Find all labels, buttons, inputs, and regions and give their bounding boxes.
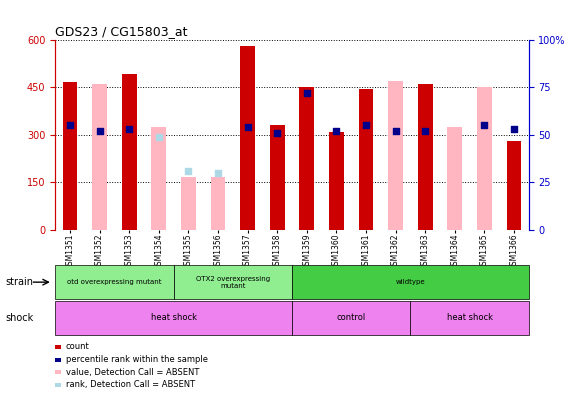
Text: strain: strain xyxy=(6,277,34,287)
Point xyxy=(421,128,430,134)
Point xyxy=(124,126,134,132)
Bar xyxy=(358,89,374,230)
Text: heat shock: heat shock xyxy=(447,313,493,322)
Bar xyxy=(55,265,174,299)
Text: GDS23 / CG15803_at: GDS23 / CG15803_at xyxy=(55,25,188,38)
Bar xyxy=(55,301,292,335)
Bar xyxy=(410,301,529,335)
Point xyxy=(65,122,74,128)
Point xyxy=(480,122,489,128)
Bar xyxy=(292,301,410,335)
Bar xyxy=(292,265,529,299)
Point xyxy=(272,129,282,136)
Bar xyxy=(174,265,292,299)
Bar xyxy=(181,177,196,230)
Bar xyxy=(122,74,137,230)
Text: OTX2 overexpressing
mutant: OTX2 overexpressing mutant xyxy=(196,276,270,289)
Text: shock: shock xyxy=(6,313,34,323)
Text: rank, Detection Call = ABSENT: rank, Detection Call = ABSENT xyxy=(66,381,195,389)
Point xyxy=(184,168,193,174)
Point xyxy=(95,128,104,134)
Text: control: control xyxy=(336,313,366,322)
Text: value, Detection Call = ABSENT: value, Detection Call = ABSENT xyxy=(66,368,199,377)
Bar xyxy=(240,46,255,230)
Bar xyxy=(447,127,462,230)
Point xyxy=(243,124,252,130)
Bar xyxy=(63,82,77,230)
Text: otd overexpressing mutant: otd overexpressing mutant xyxy=(67,279,162,285)
Point xyxy=(391,128,400,134)
Text: count: count xyxy=(66,343,89,351)
Bar xyxy=(299,87,314,230)
Bar xyxy=(477,87,492,230)
Point xyxy=(302,89,311,96)
Bar xyxy=(210,177,225,230)
Bar xyxy=(329,132,344,230)
Bar xyxy=(388,81,403,230)
Text: percentile rank within the sample: percentile rank within the sample xyxy=(66,355,207,364)
Point xyxy=(213,169,223,176)
Text: wildtype: wildtype xyxy=(396,279,425,285)
Bar xyxy=(418,84,432,230)
Point xyxy=(332,128,341,134)
Bar xyxy=(92,84,107,230)
Bar xyxy=(507,141,521,230)
Bar xyxy=(152,127,166,230)
Text: heat shock: heat shock xyxy=(150,313,196,322)
Bar xyxy=(270,125,285,230)
Point xyxy=(361,122,371,128)
Point xyxy=(154,133,163,140)
Point xyxy=(510,126,519,132)
